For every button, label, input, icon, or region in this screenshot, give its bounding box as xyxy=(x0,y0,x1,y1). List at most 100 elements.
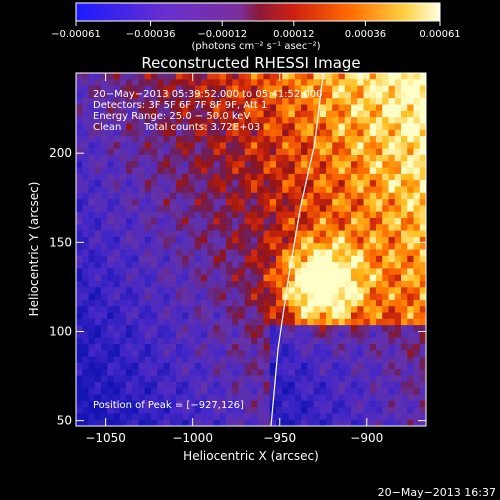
heatmap-cell xyxy=(163,91,171,99)
heatmap-cell xyxy=(338,117,346,125)
heatmap-cell xyxy=(282,167,290,175)
heatmap-cell xyxy=(394,142,402,150)
heatmap-cell xyxy=(238,243,246,251)
heatmap-cell xyxy=(232,293,240,301)
heatmap-cell xyxy=(269,136,277,143)
heatmap-cell xyxy=(188,224,196,232)
heatmap-cell xyxy=(226,413,233,421)
heatmap-cell xyxy=(388,407,396,414)
heatmap-cell xyxy=(163,98,171,106)
heatmap-cell xyxy=(263,73,271,80)
heatmap-cell xyxy=(169,79,177,87)
heatmap-cell xyxy=(238,407,246,414)
heatmap-cell xyxy=(269,312,277,320)
heatmap-cell xyxy=(326,400,333,408)
heatmap-cell xyxy=(194,161,202,169)
heatmap-cell xyxy=(113,123,121,131)
heatmap-cell xyxy=(138,394,146,402)
heatmap-cell xyxy=(407,281,415,288)
heatmap-cell xyxy=(263,129,271,137)
heatmap-cell xyxy=(201,98,208,106)
heatmap-cell xyxy=(188,167,196,175)
heatmap-cell xyxy=(376,407,383,414)
heatmap-cell xyxy=(107,167,115,175)
heatmap-cell xyxy=(376,148,383,156)
heatmap-cell xyxy=(276,318,283,326)
heatmap-cell xyxy=(88,136,96,143)
heatmap-cell xyxy=(351,186,358,194)
heatmap-cell xyxy=(376,98,383,106)
heatmap-cell xyxy=(201,85,208,93)
heatmap-cell xyxy=(82,381,90,389)
heatmap-cell xyxy=(276,293,283,301)
heatmap-cell xyxy=(107,400,115,408)
heatmap-cell xyxy=(269,224,277,232)
heatmap-cell xyxy=(394,299,402,307)
heatmap-cell xyxy=(119,318,127,326)
heatmap-cell xyxy=(419,230,426,238)
heatmap-cell xyxy=(94,419,102,426)
heatmap-cell xyxy=(263,136,271,143)
heatmap-cell xyxy=(288,318,296,326)
heatmap-cell xyxy=(238,331,246,339)
heatmap-cell xyxy=(394,281,402,288)
heatmap-cell xyxy=(194,91,202,99)
heatmap-cell xyxy=(307,73,315,80)
heatmap-cell xyxy=(251,419,258,426)
heatmap-cell xyxy=(257,236,265,244)
heatmap-cell xyxy=(357,192,365,200)
heatmap-cell xyxy=(232,325,240,333)
heatmap-cell xyxy=(276,91,283,99)
heatmap-cell xyxy=(413,356,421,364)
heatmap-cell xyxy=(82,318,90,326)
heatmap-cell xyxy=(138,419,146,426)
heatmap-cell xyxy=(194,281,202,288)
heatmap-cell xyxy=(226,388,233,396)
heatmap-cell xyxy=(144,199,152,206)
heatmap-cell xyxy=(213,407,221,414)
heatmap-cell xyxy=(394,287,402,295)
heatmap-cell xyxy=(307,217,315,225)
heatmap-cell xyxy=(332,129,340,137)
heatmap-cell xyxy=(213,167,221,175)
heatmap-cell xyxy=(101,413,108,421)
heatmap-cell xyxy=(413,388,421,396)
heatmap-cell xyxy=(257,287,265,295)
heatmap-cell xyxy=(338,236,346,244)
heatmap-cell xyxy=(182,154,190,162)
heatmap-cell xyxy=(232,192,240,200)
heatmap-cell xyxy=(232,154,240,162)
heatmap-cell xyxy=(313,142,321,150)
heatmap-cell xyxy=(176,356,183,364)
heatmap-cell xyxy=(276,98,283,106)
heatmap-cell xyxy=(351,91,358,99)
heatmap-cell xyxy=(319,161,327,169)
heatmap-cell xyxy=(101,167,108,175)
heatmap-cell xyxy=(244,129,252,137)
heatmap-cell xyxy=(263,243,271,251)
heatmap-cell xyxy=(382,211,390,219)
heatmap-cell xyxy=(401,381,408,389)
heatmap-cell xyxy=(388,142,396,150)
heatmap-cell xyxy=(226,236,233,244)
heatmap-cell xyxy=(407,129,415,137)
heatmap-cell xyxy=(307,249,315,257)
heatmap-cell xyxy=(213,85,221,93)
heatmap-cell xyxy=(169,129,177,137)
heatmap-cell xyxy=(351,123,358,131)
heatmap-cell xyxy=(151,388,158,396)
heatmap-cell xyxy=(301,154,308,162)
heatmap-cell xyxy=(101,331,108,339)
heatmap-cell xyxy=(163,375,171,383)
heatmap-cell xyxy=(288,381,296,389)
detectors-text: Detectors: 3F 5F 6F 7F 8F 9F, Att 1 xyxy=(93,100,267,111)
heatmap-cell xyxy=(351,154,358,162)
heatmap-cell xyxy=(126,262,133,270)
heatmap-cell xyxy=(401,318,408,326)
heatmap-cell xyxy=(326,224,333,232)
heatmap-cell xyxy=(163,192,171,200)
heatmap-cell xyxy=(244,173,252,181)
heatmap-cell xyxy=(213,400,221,408)
heatmap-cell xyxy=(344,98,352,106)
heatmap-cell xyxy=(213,287,221,295)
